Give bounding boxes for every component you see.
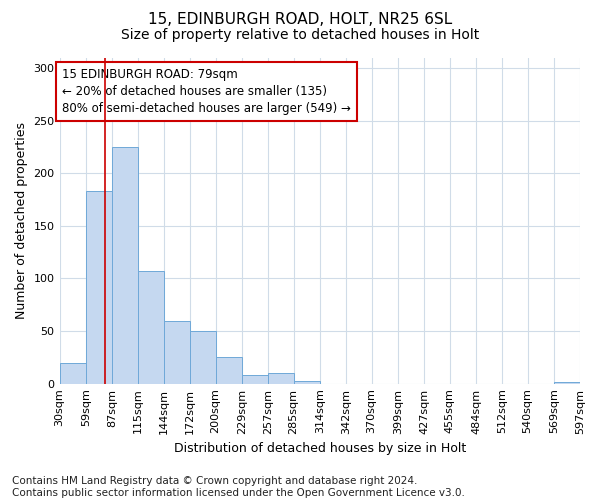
Bar — [242, 376, 268, 384]
Bar — [554, 382, 580, 384]
Text: 15 EDINBURGH ROAD: 79sqm
← 20% of detached houses are smaller (135)
80% of semi-: 15 EDINBURGH ROAD: 79sqm ← 20% of detach… — [62, 68, 351, 115]
Bar — [86, 191, 112, 384]
Bar — [268, 373, 293, 384]
Text: Contains HM Land Registry data © Crown copyright and database right 2024.
Contai: Contains HM Land Registry data © Crown c… — [12, 476, 465, 498]
X-axis label: Distribution of detached houses by size in Holt: Distribution of detached houses by size … — [173, 442, 466, 455]
Bar — [112, 147, 137, 384]
Bar — [59, 362, 86, 384]
Text: 15, EDINBURGH ROAD, HOLT, NR25 6SL: 15, EDINBURGH ROAD, HOLT, NR25 6SL — [148, 12, 452, 28]
Bar — [137, 271, 164, 384]
Bar — [293, 380, 320, 384]
Bar — [190, 331, 215, 384]
Bar — [164, 320, 190, 384]
Text: Size of property relative to detached houses in Holt: Size of property relative to detached ho… — [121, 28, 479, 42]
Bar — [215, 358, 242, 384]
Y-axis label: Number of detached properties: Number of detached properties — [15, 122, 28, 319]
